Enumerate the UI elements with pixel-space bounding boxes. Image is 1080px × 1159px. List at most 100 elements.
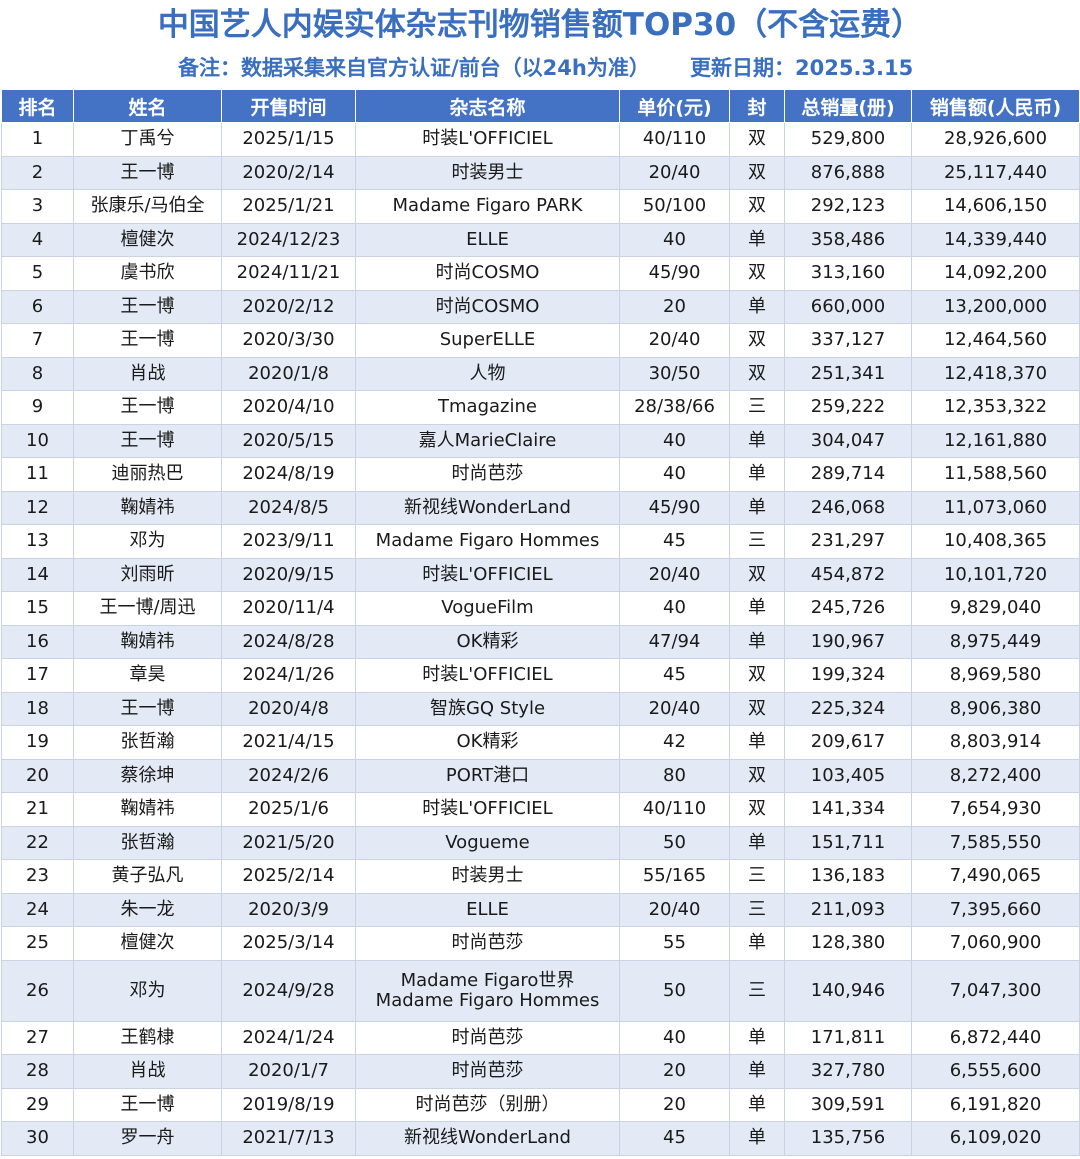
cell-cover: 双: [729, 658, 785, 693]
cell-name: 邓为: [73, 524, 222, 559]
cell-magazine: 时装男士: [355, 155, 620, 190]
cell-cover: 单: [729, 1054, 785, 1089]
cell-rank: 5: [1, 256, 74, 291]
header-total-sold: 总销量(册): [784, 89, 912, 123]
cell-rank: 11: [1, 457, 74, 492]
table-row: 5 虞书欣 2024/11/21 时尚COSMO 45/90 双 313,160 14,092…: [1, 256, 1080, 291]
cell-revenue: 25,117,440: [911, 155, 1080, 190]
cell-rank: 30: [1, 1121, 74, 1156]
cell-unit-price: 45: [619, 658, 730, 693]
cell-cover: 双: [729, 155, 785, 190]
cell-total-sold: 128,380: [784, 926, 912, 961]
cell-release-date: 2024/8/5: [221, 490, 356, 525]
cell-revenue: 12,161,880: [911, 423, 1080, 458]
cell-cover: 单: [729, 725, 785, 760]
cell-magazine: 人物: [355, 356, 620, 391]
table-row: 16 鞠婧祎 2024/8/28 OK精彩 47/94 单 190,967 8,975,449: [1, 624, 1080, 659]
cell-revenue: 12,353,322: [911, 390, 1080, 425]
table-row: 18 王一博 2020/4/8 智族GQ Style 20/40 双 225,324 8,90…: [1, 691, 1080, 726]
table-row: 15 王一博/周迅 2020/11/4 VogueFilm 40 单 245,726 9,82…: [1, 591, 1080, 626]
cell-cover: 双: [729, 122, 785, 157]
table-row: 23 黄子弘凡 2025/2/14 时装男士 55/165 三 136,183 7,490,0…: [1, 859, 1080, 894]
cell-total-sold: 211,093: [784, 892, 912, 927]
cell-unit-price: 20/40: [619, 691, 730, 726]
cell-cover: 单: [729, 1121, 785, 1156]
cell-release-date: 2025/2/14: [221, 859, 356, 894]
cell-magazine: Vogueme: [355, 825, 620, 860]
cell-magazine: OK精彩: [355, 725, 620, 760]
cell-total-sold: 876,888: [784, 155, 912, 190]
page-title: 中国艺人内娱实体杂志刊物销售额TOP30（不含运费）: [157, 7, 923, 43]
sales-ranking-table: 排名 姓名 开售时间 杂志名称 单价(元) 封 总销量(册) 销售额(人民币) …: [1, 89, 1080, 1156]
cell-rank: 27: [1, 1020, 74, 1055]
cell-revenue: 6,191,820: [911, 1087, 1080, 1122]
cell-total-sold: 245,726: [784, 591, 912, 626]
cell-name: 鞠婧祎: [73, 624, 222, 659]
table-row: 4 檀健次 2024/12/23 ELLE 40 单 358,486 14,339,440: [1, 222, 1080, 257]
cell-revenue: 7,654,930: [911, 792, 1080, 827]
cell-release-date: 2025/1/6: [221, 792, 356, 827]
cell-cover: 单: [729, 423, 785, 458]
cell-total-sold: 190,967: [784, 624, 912, 659]
cell-revenue: 7,585,550: [911, 825, 1080, 860]
header-unit-price: 单价(元): [619, 89, 730, 123]
cell-cover: 双: [729, 758, 785, 793]
cell-rank: 26: [1, 959, 74, 1022]
cell-total-sold: 529,800: [784, 122, 912, 157]
cell-rank: 19: [1, 725, 74, 760]
table-row: 30 罗一舟 2021/7/13 新视线WonderLand 45 单 135,756 6,1…: [1, 1121, 1080, 1156]
cell-release-date: 2024/1/26: [221, 658, 356, 693]
table-body: 1 丁禹兮 2025/1/15 时装L'OFFICIEL 40/110 双 529,800 2…: [1, 122, 1080, 1156]
cell-rank: 1: [1, 122, 74, 157]
cell-magazine: 嘉人MarieClaire: [355, 423, 620, 458]
cell-magazine: 时装L'OFFICIEL: [355, 122, 620, 157]
cell-magazine: 新视线WonderLand: [355, 490, 620, 525]
cell-magazine: 时装L'OFFICIEL: [355, 658, 620, 693]
cell-name: 王一博: [73, 423, 222, 458]
cell-cover: 单: [729, 591, 785, 626]
table-row: 12 鞠婧祎 2024/8/5 新视线WonderLand 45/90 单 246,068 1…: [1, 490, 1080, 525]
cell-unit-price: 20/40: [619, 892, 730, 927]
cell-name: 邓为: [73, 959, 222, 1022]
cell-unit-price: 55/165: [619, 859, 730, 894]
subtitle-bar: 备注：数据采集来自官方认证/前台（以24h为准） 更新日期：2025.3.15: [0, 52, 1080, 84]
table-row: 7 王一博 2020/3/30 SuperELLE 20/40 双 337,127 12,46…: [1, 323, 1080, 358]
table-row: 27 王鹤棣 2024/1/24 时尚芭莎 40 单 171,811 6,872,440: [1, 1020, 1080, 1055]
table-row: 24 朱一龙 2020/3/9 ELLE 20/40 三 211,093 7,395,660: [1, 892, 1080, 927]
cell-rank: 2: [1, 155, 74, 190]
cell-rank: 20: [1, 758, 74, 793]
cell-release-date: 2021/5/20: [221, 825, 356, 860]
cell-total-sold: 141,334: [784, 792, 912, 827]
cell-magazine: PORT港口: [355, 758, 620, 793]
data-source-note: 备注：数据采集来自官方认证/前台（以24h为准）: [178, 56, 650, 80]
cell-unit-price: 40: [619, 1020, 730, 1055]
cell-name: 檀健次: [73, 926, 222, 961]
cell-magazine: 时尚芭莎（别册）: [355, 1087, 620, 1122]
cell-total-sold: 225,324: [784, 691, 912, 726]
cell-revenue: 12,418,370: [911, 356, 1080, 391]
cell-name: 蔡徐坤: [73, 758, 222, 793]
cell-unit-price: 50/100: [619, 189, 730, 224]
cell-unit-price: 45/90: [619, 256, 730, 291]
cell-name: 罗一舟: [73, 1121, 222, 1156]
cell-unit-price: 30/50: [619, 356, 730, 391]
cell-magazine: 时装L'OFFICIEL: [355, 792, 620, 827]
cell-cover: 双: [729, 557, 785, 592]
cell-unit-price: 20: [619, 1087, 730, 1122]
table-row: 6 王一博 2020/2/12 时尚COSMO 20 单 660,000 13,200,000: [1, 289, 1080, 324]
cell-cover: 单: [729, 457, 785, 492]
cell-rank: 23: [1, 859, 74, 894]
table-row: 11 迪丽热巴 2024/8/19 时尚芭莎 40 单 289,714 11,588,560: [1, 457, 1080, 492]
cell-rank: 9: [1, 390, 74, 425]
cell-revenue: 11,588,560: [911, 457, 1080, 492]
cell-release-date: 2020/9/15: [221, 557, 356, 592]
cell-unit-price: 80: [619, 758, 730, 793]
cell-unit-price: 55: [619, 926, 730, 961]
table-row: 22 张哲瀚 2021/5/20 Vogueme 50 单 151,711 7,585,550: [1, 825, 1080, 860]
cell-rank: 14: [1, 557, 74, 592]
cell-name: 王一博: [73, 691, 222, 726]
cell-rank: 28: [1, 1054, 74, 1089]
cell-unit-price: 20: [619, 289, 730, 324]
cell-total-sold: 292,123: [784, 189, 912, 224]
cell-revenue: 6,872,440: [911, 1020, 1080, 1055]
